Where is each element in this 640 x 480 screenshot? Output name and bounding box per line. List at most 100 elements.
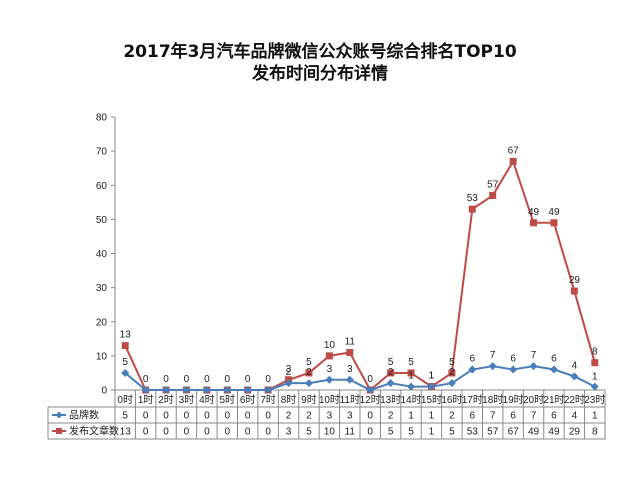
data-label: 0 xyxy=(367,374,373,385)
table-cell: 8 xyxy=(592,427,598,438)
data-label: 0 xyxy=(204,374,210,385)
table-cell: 1 xyxy=(592,411,598,422)
table-cell: 2 xyxy=(449,411,455,422)
data-point-brand-count xyxy=(468,365,477,374)
table-cell: 2 xyxy=(286,411,292,422)
table-cell: 10 xyxy=(324,427,336,438)
data-point-brand-count xyxy=(345,375,354,384)
data-label: 29 xyxy=(569,275,581,286)
table-cell: 0 xyxy=(245,427,251,438)
data-point-brand-count xyxy=(570,372,579,381)
data-point-brand-count xyxy=(223,386,232,394)
data-label: 3 xyxy=(286,364,292,375)
data-label: 2 xyxy=(286,367,292,378)
table-cell: 6 xyxy=(470,411,476,422)
data-label: 2 xyxy=(449,367,455,378)
x-tick-label: 9时 xyxy=(301,394,317,406)
data-label: 0 xyxy=(163,374,169,385)
data-point-brand-count xyxy=(162,386,171,394)
data-label: 5 xyxy=(449,357,455,368)
data-point-article-count xyxy=(489,191,497,199)
data-label: 6 xyxy=(470,354,476,365)
data-label: 11 xyxy=(345,336,356,347)
data-point-article-count xyxy=(305,369,313,377)
y-tick-label: 0 xyxy=(101,386,107,397)
data-label: 3 xyxy=(327,364,333,375)
data-point-article-count xyxy=(407,369,415,377)
x-tick-label: 5时 xyxy=(220,394,236,406)
chart-title-line2: 发布时间分布详情 xyxy=(251,63,388,84)
y-tick-label: 80 xyxy=(96,113,108,124)
data-label: 5 xyxy=(408,357,414,368)
table-cell: 5 xyxy=(122,411,128,422)
y-tick-label: 70 xyxy=(96,147,108,158)
data-point-brand-count xyxy=(386,379,395,388)
data-point-article-count xyxy=(448,369,456,377)
x-tick-label: 7时 xyxy=(260,394,276,406)
y-tick-label: 10 xyxy=(96,351,108,362)
data-label: 4 xyxy=(572,360,578,371)
data-point-article-count xyxy=(121,342,129,350)
data-label: 6 xyxy=(510,354,516,365)
data-label: 67 xyxy=(508,145,520,156)
table-cell: 0 xyxy=(225,411,231,422)
data-point-brand-count xyxy=(325,375,334,384)
table-cell: 0 xyxy=(143,427,149,438)
y-tick-label: 30 xyxy=(96,283,108,294)
table-cell: 3 xyxy=(347,411,353,422)
data-label: 6 xyxy=(551,354,557,365)
table-cell: 11 xyxy=(345,427,356,438)
legend-label: 品牌数 xyxy=(69,409,99,422)
data-label: 53 xyxy=(467,193,479,204)
data-point-article-count xyxy=(325,352,333,360)
table-cell: 5 xyxy=(388,427,394,438)
table-cell: 3 xyxy=(286,427,292,438)
data-point-article-count xyxy=(591,359,599,367)
data-point-brand-count xyxy=(427,382,436,391)
table-cell: 0 xyxy=(245,411,251,422)
table-cell: 0 xyxy=(367,427,373,438)
data-label: 5 xyxy=(388,357,394,368)
table-cell: 29 xyxy=(569,427,581,438)
data-point-brand-count xyxy=(366,386,375,394)
table-cell: 1 xyxy=(408,411,414,422)
table-cell: 0 xyxy=(204,427,210,438)
legend-marker xyxy=(55,411,63,419)
table-cell: 1 xyxy=(429,411,435,422)
data-point-brand-count xyxy=(141,386,150,394)
table-cell: 49 xyxy=(528,427,540,438)
x-tick-label: 20时 xyxy=(523,394,544,406)
data-point-brand-count xyxy=(121,368,130,377)
data-label: 7 xyxy=(531,350,537,361)
data-point-brand-count xyxy=(284,379,293,388)
data-label: 0 xyxy=(143,374,149,385)
data-label: 0 xyxy=(245,374,251,385)
data-label: 7 xyxy=(490,350,496,361)
x-tick-label: 22时 xyxy=(564,394,585,406)
data-point-article-count xyxy=(530,219,538,227)
data-point-brand-count xyxy=(182,386,191,394)
data-label: 5 xyxy=(306,357,312,368)
data-point-brand-count xyxy=(590,382,599,391)
table-cell: 49 xyxy=(548,427,560,438)
data-point-brand-count xyxy=(264,386,273,394)
data-label: 1 xyxy=(429,371,435,382)
table-cell: 0 xyxy=(184,411,190,422)
data-label: 2 xyxy=(306,367,312,378)
table-cell: 6 xyxy=(510,411,516,422)
table-cell: 13 xyxy=(120,427,132,438)
data-label: 2 xyxy=(388,367,394,378)
table-cell: 2 xyxy=(306,411,312,422)
table-cell: 7 xyxy=(531,411,537,422)
data-label: 0 xyxy=(225,374,231,385)
x-tick-label: 16时 xyxy=(441,394,462,406)
table-cell: 5 xyxy=(306,427,312,438)
table-cell: 0 xyxy=(184,427,190,438)
x-tick-label: 13时 xyxy=(380,394,401,406)
data-label: 57 xyxy=(487,179,499,190)
data-label: 0 xyxy=(265,374,271,385)
data-point-article-count xyxy=(468,205,476,213)
x-tick-label: 4时 xyxy=(199,394,215,406)
